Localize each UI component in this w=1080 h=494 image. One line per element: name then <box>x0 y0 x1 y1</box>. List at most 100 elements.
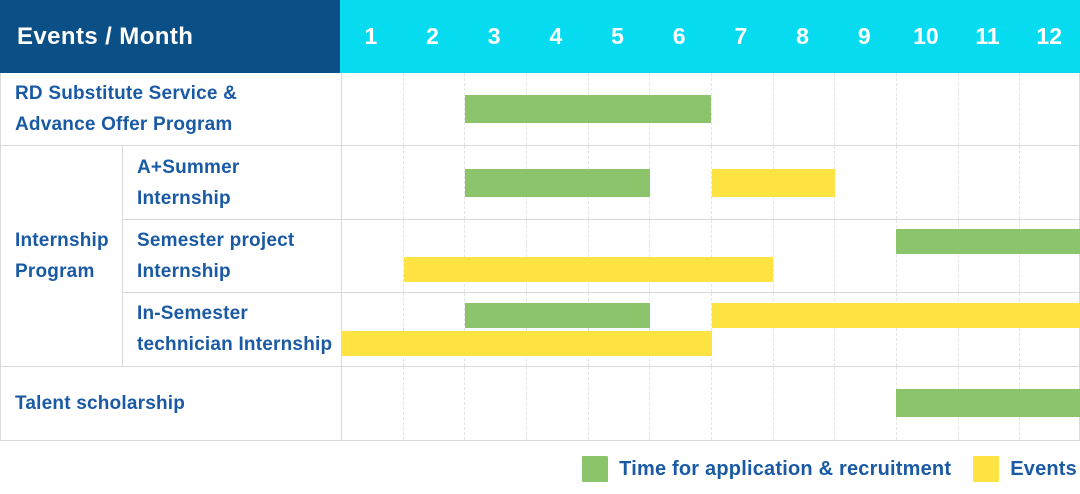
bar-tracks <box>342 293 1080 365</box>
month-column <box>959 146 1021 219</box>
month-column <box>712 73 774 146</box>
chart-cell-a-plus-summer-internship <box>341 146 1080 220</box>
month-column <box>404 366 466 440</box>
application-recruitment-bar <box>465 302 650 328</box>
month-column <box>404 219 466 293</box>
month-column <box>650 73 713 146</box>
row-label-talent-scholarship: Talent scholarship <box>1 367 341 440</box>
month-column <box>404 293 466 366</box>
month-column <box>527 219 589 293</box>
chart-cell-rd-substitute-service-advance-offer-program <box>341 73 1080 147</box>
application-recruitment-bar <box>896 389 1080 418</box>
month-column <box>342 219 404 293</box>
month-column <box>774 146 836 219</box>
row-label-line: Talent scholarship <box>15 392 186 414</box>
month-column <box>835 293 898 366</box>
month-header-strip: 1 2 3 4 5 6 7 8 9 10 11 12 <box>340 0 1080 73</box>
month-column <box>835 146 898 219</box>
legend-item-application: Time for application & recruitment <box>582 456 952 483</box>
group-label-internship-program: Internship Program <box>1 146 123 367</box>
row-label-line: Semester project <box>137 229 295 251</box>
bar-track <box>342 330 1080 356</box>
row-label-rd-substitute-service-advance-offer-program: RD Substitute Service & Advance Offer Pro… <box>1 73 341 147</box>
month-column <box>465 219 528 293</box>
month-header-5: 5 <box>611 23 624 49</box>
month-column <box>589 219 651 293</box>
month-column <box>959 73 1021 146</box>
events-bar <box>711 302 1080 328</box>
application-recruitment-bar <box>465 95 712 124</box>
month-column <box>527 293 589 366</box>
chart-cell-semester-project-internship <box>341 219 1080 294</box>
month-column <box>589 366 651 440</box>
legend-swatch-event <box>973 456 1000 483</box>
bar-tracks <box>342 73 1080 145</box>
month-column <box>342 293 404 366</box>
month-header-3: 3 <box>487 23 501 49</box>
month-column <box>650 366 713 440</box>
row-label-line: Internship <box>137 260 231 282</box>
month-header-1: 1 <box>364 23 378 49</box>
month-header-11: 11 <box>975 23 1000 49</box>
month-column <box>404 146 466 219</box>
month-column <box>897 146 959 219</box>
month-column <box>465 366 528 440</box>
month-column <box>897 293 959 366</box>
month-column <box>342 146 404 219</box>
month-column <box>712 219 774 293</box>
month-column <box>650 293 713 366</box>
row-label-line: Internship <box>137 187 231 209</box>
legend: Time for application & recruitment Events <box>0 456 1080 483</box>
group-label-line: Internship <box>15 229 109 251</box>
month-header-7: 7 <box>734 23 748 49</box>
application-recruitment-bar <box>896 229 1080 255</box>
chart-cell-in-semester-technician-internship <box>341 293 1080 367</box>
month-column <box>465 293 528 366</box>
month-column <box>774 219 836 293</box>
row-label-semester-project-internship: Semester project Internship <box>123 220 341 294</box>
month-header-4: 4 <box>549 23 563 49</box>
legend-item-event: Events <box>973 456 1077 483</box>
month-column <box>774 73 836 146</box>
month-gridlines <box>342 293 1080 366</box>
month-column <box>650 219 713 293</box>
bar-track <box>342 257 1080 283</box>
bar-track <box>342 168 1080 197</box>
table-header-row: Events / Month 1 2 3 4 5 6 7 8 9 10 11 12 <box>0 0 1080 73</box>
gantt-table-body: RD Substitute Service & Advance Offer Pro… <box>0 73 1080 441</box>
month-header-9: 9 <box>857 23 871 49</box>
month-header-6: 6 <box>672 23 686 49</box>
row-label-line: In-Semester <box>137 303 248 325</box>
application-recruitment-bar <box>465 168 650 197</box>
month-column <box>959 219 1021 293</box>
month-column <box>897 219 959 293</box>
events-month-header-label: Events / Month <box>17 22 194 50</box>
events-bar <box>711 168 835 197</box>
bar-track <box>342 229 1080 255</box>
month-column <box>835 219 898 293</box>
month-header-12: 12 <box>1036 23 1063 49</box>
month-column <box>897 73 959 146</box>
legend-label-application: Time for application & recruitment <box>619 457 952 480</box>
row-label-line: A+Summer <box>137 156 240 178</box>
bar-tracks <box>342 367 1080 440</box>
month-column <box>774 366 836 440</box>
month-column <box>404 73 466 146</box>
month-column <box>712 366 774 440</box>
month-column <box>835 73 898 146</box>
bar-tracks <box>342 146 1080 218</box>
month-column <box>342 73 404 146</box>
row-label-a-plus-summer-internship: A+Summer Internship <box>123 146 341 220</box>
row-label-line: RD Substitute Service & <box>15 83 238 105</box>
group-label-line: Program <box>15 260 95 282</box>
month-column <box>527 366 589 440</box>
row-label-line: Advance Offer Program <box>15 114 233 136</box>
row-label-line: technician Internship <box>137 334 333 356</box>
month-column <box>959 293 1021 366</box>
bar-track <box>342 389 1080 418</box>
month-column <box>589 293 651 366</box>
bar-track <box>342 95 1080 124</box>
events-month-header-cell: Events / Month <box>0 0 340 73</box>
legend-swatch-application <box>582 456 609 483</box>
month-header-2: 2 <box>426 23 439 49</box>
